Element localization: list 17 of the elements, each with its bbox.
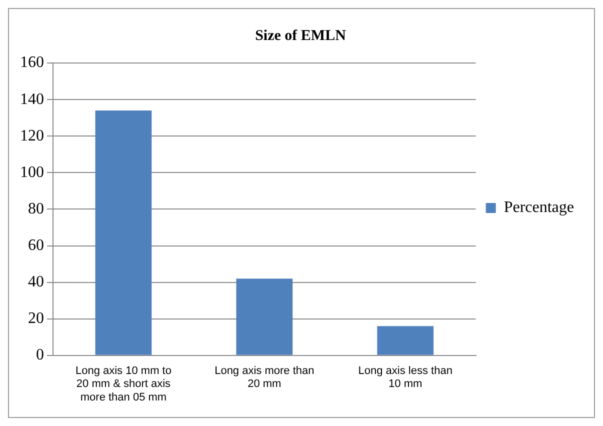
bar (377, 326, 434, 355)
y-tick-label: 100 (20, 164, 44, 181)
chart-title: Size of EMLN (255, 28, 346, 44)
y-tick-label: 60 (28, 236, 44, 254)
legend-label: Percentage (504, 199, 574, 216)
bar (236, 278, 293, 355)
y-tick-label: 140 (20, 90, 44, 108)
y-tick-label: 40 (28, 274, 44, 291)
x-tick-label: Long axis 10 mm to 20 mm & short axis more than 05 mm (75, 365, 172, 404)
y-tick-label: 20 (28, 310, 44, 328)
y-tick-label: 80 (28, 200, 44, 218)
y-tick-label: 0 (36, 346, 44, 364)
bar (95, 110, 152, 355)
y-tick-label: 120 (20, 127, 44, 144)
x-tick-label: Long axis less than 10 mm (358, 365, 452, 390)
x-tick-label: Long axis more than 20 mm (214, 365, 314, 390)
y-tick-label: 160 (20, 54, 44, 72)
